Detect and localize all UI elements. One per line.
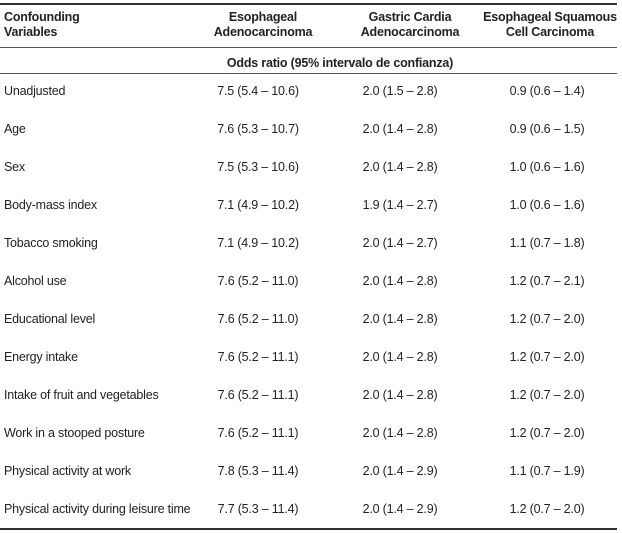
header-line: Adenocarcinoma	[213, 25, 313, 39]
cell-esophageal-squamous: 1.2 (0.7 – 2.0)	[509, 312, 585, 326]
cell-esophageal-adenocarcinoma: 7.6 (5.2 – 11.1)	[217, 426, 299, 440]
cell-esophageal-adenocarcinoma: 7.1 (4.9 – 10.2)	[217, 198, 299, 212]
cell-gastric-cardia-adenocarcinoma: 2.0 (1.4 – 2.9)	[362, 464, 438, 478]
table-row: Sex 7.5 (5.3 – 10.6) 2.0 (1.4 – 2.8) 1.0 (0…	[0, 148, 617, 186]
cell-esophageal-adenocarcinoma: 7.8 (5.3 – 11.4)	[217, 464, 299, 478]
cell-esophageal-squamous: 1.2 (0.7 – 2.0)	[509, 388, 585, 402]
cell-gastric-cardia-adenocarcinoma: 2.0 (1.4 – 2.8)	[362, 350, 438, 364]
cell-esophageal-squamous: 1.1 (0.7 – 1.8)	[509, 236, 585, 250]
cell-gastric-cardia-adenocarcinoma: 1.9 (1.4 – 2.7)	[362, 198, 438, 212]
table-row: Work in a stooped posture 7.6 (5.2 – 11.1…	[0, 414, 617, 452]
row-label: Sex	[4, 160, 25, 174]
cell-esophageal-squamous: 1.1 (0.7 – 1.9)	[509, 464, 585, 478]
row-label: Energy intake	[4, 350, 78, 364]
table-row: Educational level 7.6 (5.2 – 11.0) 2.0 (1.…	[0, 300, 617, 338]
cell-gastric-cardia-adenocarcinoma: 2.0 (1.4 – 2.8)	[362, 274, 438, 288]
header-esophageal-squamous-cell-carcinoma: Esophageal Squamous Cell Carcinoma	[470, 10, 622, 40]
cell-gastric-cardia-adenocarcinoma: 2.0 (1.4 – 2.8)	[362, 388, 438, 402]
cell-gastric-cardia-adenocarcinoma: 2.0 (1.4 – 2.8)	[362, 122, 438, 136]
table-row: Age 7.6 (5.3 – 10.7) 2.0 (1.4 – 2.8) 0.9 (0…	[0, 110, 617, 148]
row-label: Age	[4, 122, 26, 136]
cell-esophageal-squamous: 0.9 (0.6 – 1.4)	[509, 84, 585, 98]
cell-gastric-cardia-adenocarcinoma: 2.0 (1.5 – 2.8)	[362, 84, 438, 98]
top-rule	[0, 3, 617, 5]
table-body: Unadjusted 7.5 (5.4 – 10.6) 2.0 (1.5 – 2.8…	[0, 72, 617, 528]
cell-gastric-cardia-adenocarcinoma: 2.0 (1.4 – 2.9)	[362, 502, 438, 516]
cell-esophageal-adenocarcinoma: 7.6 (5.3 – 10.7)	[217, 122, 299, 136]
row-label: Body-mass index	[4, 198, 97, 212]
header-line: Cell Carcinoma	[505, 25, 595, 39]
row-label: Tobacco smoking	[4, 236, 98, 250]
header-line: Esophageal	[228, 10, 298, 24]
cell-esophageal-adenocarcinoma: 7.5 (5.4 – 10.6)	[217, 84, 299, 98]
row-label: Work in a stooped posture	[4, 426, 145, 440]
row-label: Unadjusted	[4, 84, 66, 98]
header-line: Esophageal Squamous	[483, 10, 617, 24]
cell-esophageal-adenocarcinoma: 7.7 (5.3 – 11.4)	[217, 502, 299, 516]
cell-esophageal-squamous: 1.2 (0.7 – 2.0)	[509, 502, 585, 516]
table-row: Intake of fruit and vegetables 7.6 (5.2 –…	[0, 376, 617, 414]
cell-esophageal-squamous: 1.0 (0.6 – 1.6)	[509, 198, 585, 212]
row-label: Physical activity at work	[4, 464, 131, 478]
cell-esophageal-adenocarcinoma: 7.6 (5.2 – 11.1)	[217, 388, 299, 402]
row-label: Intake of fruit and vegetables	[4, 388, 159, 402]
table-row: Body-mass index 7.1 (4.9 – 10.2) 1.9 (1.4 …	[0, 186, 617, 224]
cell-esophageal-squamous: 1.2 (0.7 – 2.1)	[509, 274, 585, 288]
table-row: Alcohol use 7.6 (5.2 – 11.0) 2.0 (1.4 – 2.…	[0, 262, 617, 300]
bottom-rule	[0, 528, 617, 530]
table-row: Tobacco smoking 7.1 (4.9 – 10.2) 2.0 (1.4 …	[0, 224, 617, 262]
header-esophageal-adenocarcinoma: Esophageal Adenocarcinoma	[183, 10, 343, 40]
row-label: Alcohol use	[4, 274, 67, 288]
table-row: Energy intake 7.6 (5.2 – 11.1) 2.0 (1.4 – …	[0, 338, 617, 376]
header-line: Confounding	[4, 10, 80, 24]
header-rule	[0, 47, 617, 48]
cell-gastric-cardia-adenocarcinoma: 2.0 (1.4 – 2.8)	[362, 312, 438, 326]
table-row: Physical activity at work 7.8 (5.3 – 11.4…	[0, 452, 617, 490]
cell-esophageal-adenocarcinoma: 7.6 (5.2 – 11.0)	[217, 274, 299, 288]
header-line: Gastric Cardia	[368, 10, 452, 24]
cell-gastric-cardia-adenocarcinoma: 2.0 (1.4 – 2.8)	[362, 426, 438, 440]
header-gastric-cardia-adenocarcinoma: Gastric Cardia Adenocarcinoma	[330, 10, 490, 40]
header-confounding-variables: Confounding Variables	[4, 10, 80, 40]
cell-esophageal-adenocarcinoma: 7.5 (5.3 – 10.6)	[217, 160, 299, 174]
cell-gastric-cardia-adenocarcinoma: 2.0 (1.4 – 2.7)	[362, 236, 438, 250]
cell-gastric-cardia-adenocarcinoma: 2.0 (1.4 – 2.8)	[362, 160, 438, 174]
cell-esophageal-adenocarcinoma: 7.6 (5.2 – 11.1)	[217, 350, 299, 364]
cell-esophageal-squamous: 1.2 (0.7 – 2.0)	[509, 426, 585, 440]
odds-ratio-subheader: Odds ratio (95% intervalo de confianza)	[226, 56, 454, 70]
cell-esophageal-squamous: 0.9 (0.6 – 1.5)	[509, 122, 585, 136]
cell-esophageal-adenocarcinoma: 7.1 (4.9 – 10.2)	[217, 236, 299, 250]
cell-esophageal-adenocarcinoma: 7.6 (5.2 – 11.0)	[217, 312, 299, 326]
cell-esophageal-squamous: 1.2 (0.7 – 2.0)	[509, 350, 585, 364]
cell-esophageal-squamous: 1.0 (0.6 – 1.6)	[509, 160, 585, 174]
row-label: Physical activity during leisure time	[4, 502, 191, 516]
header-line: Adenocarcinoma	[360, 25, 460, 39]
subheader-rule	[0, 73, 617, 74]
table-row: Physical activity during leisure time 7.7…	[0, 490, 617, 528]
row-label: Educational level	[4, 312, 96, 326]
header-line: Variables	[4, 25, 58, 39]
table-row: Unadjusted 7.5 (5.4 – 10.6) 2.0 (1.5 – 2.8…	[0, 72, 617, 110]
